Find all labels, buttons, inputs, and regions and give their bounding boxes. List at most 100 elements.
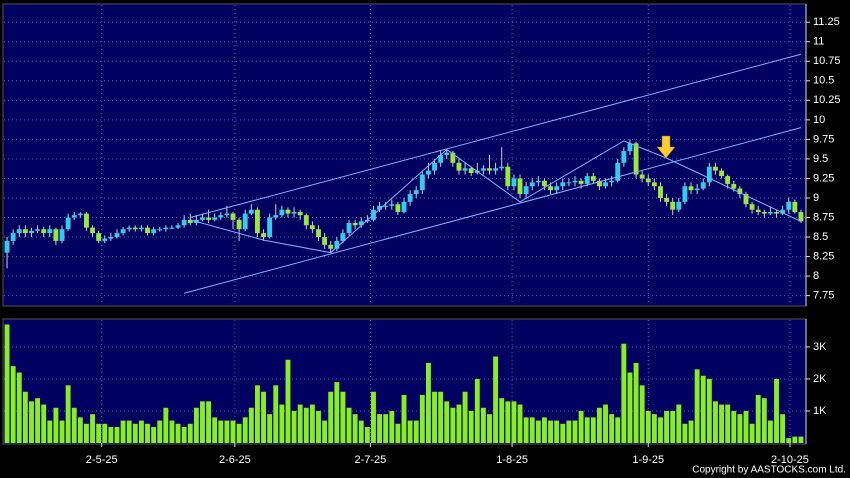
candle-body [212, 217, 218, 220]
volume-bar [230, 420, 236, 443]
candle-body [786, 201, 792, 210]
volume-bar [297, 404, 303, 443]
x-tick-label: 1-9-25 [632, 454, 664, 466]
candle-body [639, 174, 645, 179]
volume-bar [456, 404, 462, 443]
volume-bar [163, 407, 169, 443]
candle-body [658, 186, 663, 198]
trend-line [184, 127, 802, 294]
volume-bar [200, 401, 205, 443]
candle-body [578, 180, 584, 184]
volume-bar [493, 356, 499, 443]
y-tick-label: 11.25 [813, 16, 840, 28]
candle-body [236, 219, 242, 230]
candle-body [694, 188, 700, 191]
volume-bar [523, 417, 529, 443]
candle-body [780, 209, 786, 214]
candle-body [206, 217, 212, 220]
volume-bar [621, 343, 627, 443]
volume-bar [322, 420, 328, 443]
candle-body [303, 215, 309, 226]
candle-body [224, 213, 230, 216]
volume-bar [175, 423, 181, 443]
candle-body [676, 201, 682, 210]
volume-bar [639, 385, 645, 443]
candle-body [603, 182, 608, 187]
volume-bar [548, 420, 554, 443]
candle-body [590, 176, 596, 181]
volume-bar [407, 420, 413, 443]
candle-body [688, 186, 694, 191]
candle-body [713, 166, 718, 171]
volume-bar [535, 420, 541, 443]
volume-bar [102, 423, 108, 443]
candle-body [560, 182, 566, 187]
candle-body [346, 222, 352, 234]
candle-body [377, 205, 383, 210]
volume-bar [206, 401, 212, 443]
volume-bar [450, 407, 456, 443]
volume-bar [22, 391, 28, 443]
volume-bar [4, 324, 10, 443]
candle-body [230, 213, 236, 220]
candle-body [96, 233, 102, 241]
volume-bar [242, 417, 248, 443]
candle-body [316, 229, 321, 238]
volume-bar [371, 391, 376, 443]
marks: 7.75 8 8.25 8.5 8.75 9 9.25 9.5 9.75 10 10.25 10.5 1… [4, 5, 841, 466]
candle-body [334, 240, 340, 249]
volume-bar [615, 417, 621, 443]
candle-body [493, 168, 499, 171]
volume-bar [676, 404, 682, 443]
candle-body [755, 209, 761, 213]
volume-bar [254, 385, 260, 443]
volume-bar [383, 414, 389, 443]
candle-body [169, 227, 175, 229]
volume-bar [413, 420, 419, 443]
candle-body [706, 166, 712, 183]
y-tick-label: 11 [813, 36, 824, 48]
candle-body [621, 151, 627, 163]
volume-bar [658, 417, 663, 443]
candle-body [383, 205, 389, 207]
volume-bar [499, 398, 505, 443]
candle-body [22, 229, 28, 234]
volume-bar [590, 417, 596, 443]
volume-bar [346, 407, 352, 443]
volume-bar [169, 420, 175, 443]
volume-bar [609, 414, 615, 443]
y-tick-label: 7.75 [813, 290, 834, 302]
volume-bar [603, 404, 608, 443]
candle-body [242, 213, 248, 230]
candle-body [548, 186, 554, 191]
candle-body [737, 188, 743, 195]
candle-body [4, 240, 10, 253]
candle-body [774, 212, 779, 214]
volume-bar [627, 372, 633, 443]
candle-body [322, 237, 328, 245]
copyright: Copyright by AASTOCKS.com Ltd. [692, 465, 846, 476]
candle-body [340, 233, 346, 241]
y-tick-label: 8.75 [813, 211, 834, 223]
volume-bar [279, 404, 285, 443]
candle-body [163, 227, 169, 230]
candle-body [468, 168, 474, 173]
candle-body [432, 162, 437, 171]
volume-bar [53, 407, 59, 443]
volume-bar [41, 404, 47, 443]
candle-body [389, 204, 395, 206]
volume-bar [16, 372, 22, 443]
volume-bar [706, 378, 712, 443]
volume-bar [419, 394, 425, 443]
candle-body [438, 155, 444, 163]
candle-body [511, 178, 517, 187]
candle-body [358, 221, 364, 226]
candle-body [16, 229, 22, 234]
volume-bar [65, 385, 71, 443]
volume-bar [291, 410, 297, 443]
candle-body [517, 178, 523, 195]
trend-line [190, 140, 802, 254]
candle-body [279, 209, 285, 216]
candle-body [47, 229, 53, 234]
candle-body [609, 180, 615, 183]
